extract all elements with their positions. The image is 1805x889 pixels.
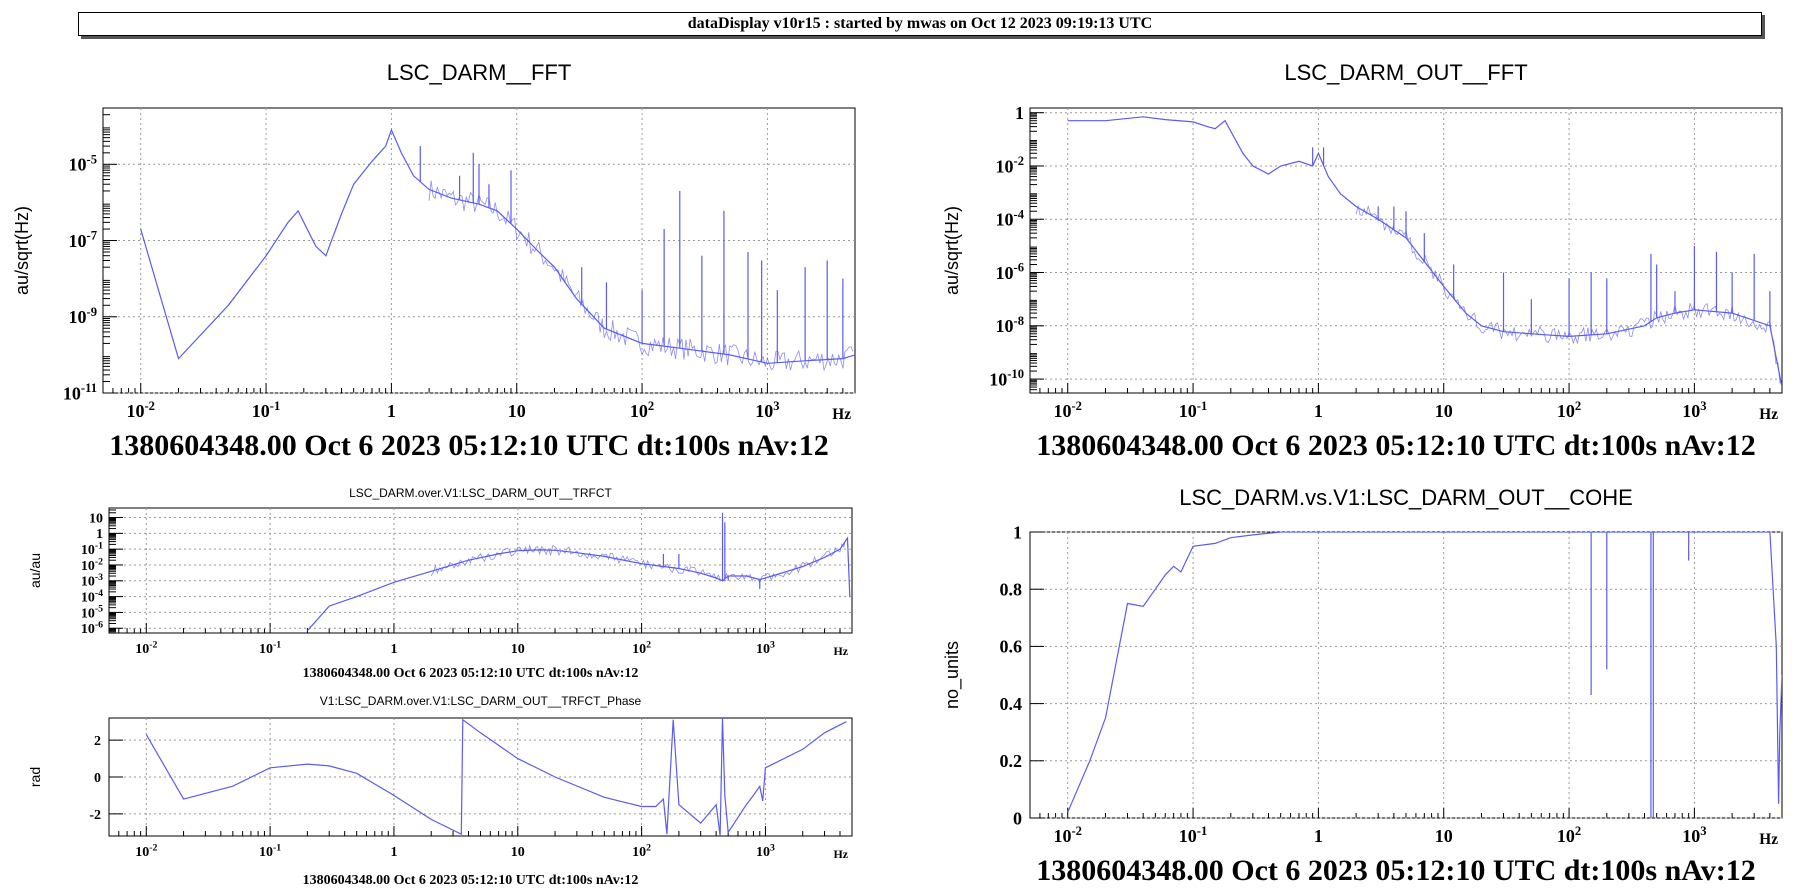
y-tick-label: -2 — [89, 808, 101, 823]
chart-panel-p4: V1:LSC_DARM.over.V1:LSC_DARM_OUT__TRFCT_… — [27, 694, 853, 888]
y-tick-label: 10-2 — [996, 154, 1025, 176]
y-tick-label: 0.2 — [1000, 751, 1023, 771]
y-tick-label: 10 — [89, 511, 103, 526]
x-tick-label: 1 — [390, 642, 397, 657]
series-noise-0 — [1355, 204, 1781, 384]
x-tick-label: 10-1 — [259, 842, 281, 860]
x-tick-label: 103 — [1682, 824, 1706, 846]
y-axis-label: au/au — [27, 553, 43, 588]
y-tick-label: 0 — [1013, 808, 1022, 828]
y-tick-label: 10-6 — [996, 261, 1025, 283]
x-tick-label: 102 — [630, 399, 654, 421]
chart-footer: 1380604348.00 Oct 6 2023 05:12:10 UTC dt… — [303, 873, 639, 888]
y-tick-label: 10-11 — [63, 381, 97, 403]
series-noise-0 — [428, 180, 854, 371]
chart-title: LSC_DARM.vs.V1:LSC_DARM_OUT__COHE — [1179, 485, 1633, 510]
x-tick-label: 1 — [1314, 401, 1323, 421]
y-tick-label: 10-4 — [81, 588, 103, 606]
x-tick-label: 103 — [756, 639, 775, 657]
x-tick-label: 10-1 — [1179, 399, 1208, 421]
y-tick-label: 10-8 — [996, 314, 1025, 336]
x-tick-label: 10 — [508, 401, 526, 421]
x-tick-label: 102 — [1557, 399, 1581, 421]
x-tick-label: 102 — [632, 639, 651, 657]
y-axis-label: rad — [27, 767, 43, 787]
x-tick-label: 1 — [390, 845, 397, 860]
y-tick-label: 2 — [94, 734, 101, 749]
chart-footer: 1380604348.00 Oct 6 2023 05:12:10 UTC dt… — [303, 666, 639, 681]
y-axis-label: no_units — [942, 641, 963, 709]
y-axis-label: au/sqrt(Hz) — [12, 206, 32, 295]
x-tick-label: 10 — [511, 642, 525, 657]
plot-frame — [102, 107, 856, 394]
y-tick-label: 0.6 — [1000, 637, 1023, 657]
x-tick-label: 10-2 — [135, 842, 157, 860]
y-tick-label: 10-10 — [989, 367, 1024, 389]
series-line-0 — [306, 536, 851, 632]
chart-panel-p5: LSC_DARM.vs.V1:LSC_DARM_OUT__COHE 10-2 10-… — [942, 485, 1783, 887]
chart-title: V1:LSC_DARM.over.V1:LSC_DARM_OUT__TRFCT_… — [320, 694, 642, 708]
x-tick-label: 10-2 — [1053, 399, 1082, 421]
y-tick-label: 10-5 — [81, 604, 103, 622]
y-tick-label: 10-2 — [81, 556, 103, 574]
x-tick-label: 1 — [387, 401, 396, 421]
x-tick-label: 102 — [1557, 824, 1581, 846]
chart-title: LSC_DARM.over.V1:LSC_DARM_OUT__TRFCT — [349, 486, 612, 500]
x-tick-label: 103 — [1682, 399, 1706, 421]
x-tick-label: 10 — [511, 845, 525, 860]
series-line-0 — [140, 128, 855, 364]
x-tick-label: 102 — [632, 842, 651, 860]
chart-footer: 1380604348.00 Oct 6 2023 05:12:10 UTC dt… — [1036, 429, 1755, 462]
y-tick-label: 1 — [1013, 522, 1022, 542]
x-axis-label: Hz — [1759, 831, 1778, 848]
y-tick-label: 1 — [96, 527, 103, 542]
y-axis-label: au/sqrt(Hz) — [942, 206, 962, 295]
y-tick-label: 10-7 — [69, 229, 98, 251]
chart-title: LSC_DARM__FFT — [387, 60, 572, 85]
chart-title: LSC_DARM_OUT__FFT — [1284, 60, 1527, 85]
x-tick-label: 10 — [1435, 401, 1453, 421]
x-tick-label: 10-2 — [126, 399, 155, 421]
series-noise-0 — [430, 537, 850, 584]
chart-footer: 1380604348.00 Oct 6 2023 05:12:10 UTC dt… — [1036, 854, 1755, 887]
y-tick-label: 10-4 — [996, 207, 1025, 229]
y-tick-label: 0.8 — [1000, 580, 1023, 600]
y-tick-label: 10-6 — [81, 620, 103, 638]
x-tick-label: 1 — [1314, 826, 1323, 846]
chart-panel-p3: LSC_DARM.over.V1:LSC_DARM_OUT__TRFCT 10-2… — [27, 486, 853, 681]
header-banner: dataDisplay v10r15 : started by mwas on … — [78, 12, 1762, 36]
x-tick-label: 10-2 — [1053, 824, 1082, 846]
y-tick-label: 10-9 — [69, 305, 98, 327]
x-tick-label: 10 — [1435, 826, 1453, 846]
x-axis-label: Hz — [832, 406, 851, 423]
plot-frame — [1029, 107, 1783, 394]
series-line-0 — [145, 718, 847, 836]
chart-footer: 1380604348.00 Oct 6 2023 05:12:10 UTC dt… — [109, 429, 828, 462]
x-tick-label: 10-1 — [252, 399, 281, 421]
x-axis-label: Hz — [833, 644, 848, 658]
x-axis-label: Hz — [1759, 406, 1778, 423]
x-axis-label: Hz — [833, 847, 848, 861]
chart-panel-p2: LSC_DARM_OUT__FFT 10-2 10-1 1 10 102 103 Hz 10-1… — [942, 60, 1783, 462]
plot-frame — [1029, 531, 1783, 819]
y-tick-label: 10-5 — [69, 152, 98, 174]
plot-frame — [108, 507, 853, 634]
series-line-0 — [1067, 532, 1782, 813]
y-tick-label: 0.4 — [1000, 694, 1023, 714]
y-tick-label: 10-3 — [81, 572, 103, 590]
x-tick-label: 10-1 — [259, 639, 281, 657]
x-tick-label: 103 — [756, 842, 775, 860]
x-tick-label: 10-2 — [135, 639, 157, 657]
y-tick-label: 1 — [1015, 103, 1024, 123]
y-tick-label: 10-1 — [81, 540, 103, 558]
x-tick-label: 10-1 — [1179, 824, 1208, 846]
series-line-0 — [1067, 116, 1782, 388]
x-tick-label: 103 — [755, 399, 779, 421]
y-tick-label: 0 — [94, 771, 101, 786]
